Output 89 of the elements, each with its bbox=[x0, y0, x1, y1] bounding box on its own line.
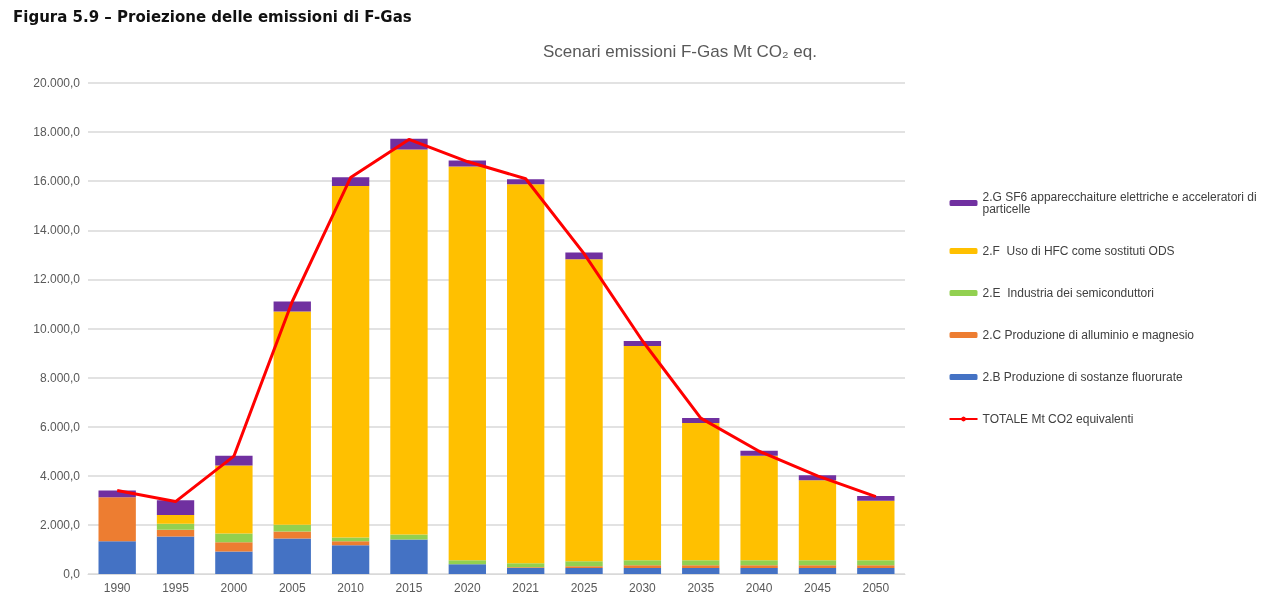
y-tick-label: 14.000,0 bbox=[33, 223, 81, 238]
bar bbox=[623, 345, 662, 561]
bar bbox=[273, 524, 311, 532]
bar bbox=[507, 184, 545, 564]
bar bbox=[448, 564, 486, 574]
bar bbox=[273, 311, 311, 525]
x-tick-label: 2050 bbox=[862, 581, 890, 595]
x-tick-label: 2040 bbox=[745, 581, 773, 595]
bar bbox=[682, 560, 720, 566]
bar bbox=[331, 177, 370, 187]
bar bbox=[857, 500, 895, 561]
y-tick-label: 12.000,0 bbox=[33, 272, 81, 287]
x-tick-label: 2035 bbox=[687, 581, 715, 595]
x-tick-label: 2030 bbox=[629, 581, 657, 595]
bar bbox=[156, 515, 195, 524]
bar bbox=[798, 568, 837, 574]
bar bbox=[623, 565, 662, 569]
bar bbox=[682, 565, 720, 569]
chart-subtitle: Scenari emissioni F-Gas Mt CO₂ eq. bbox=[543, 42, 817, 61]
bar bbox=[565, 252, 603, 260]
bar bbox=[798, 480, 837, 561]
y-tick-label: 16.000,0 bbox=[33, 174, 81, 189]
bar bbox=[390, 539, 428, 574]
legend-label: 2.E Industria dei semiconduttori bbox=[982, 286, 1154, 300]
x-tick-label: 2005 bbox=[278, 581, 306, 595]
bar bbox=[156, 536, 195, 574]
bar bbox=[565, 259, 603, 562]
bar bbox=[273, 301, 311, 312]
y-tick-label: 2.000,0 bbox=[39, 517, 81, 532]
x-tick-label: 2015 bbox=[395, 581, 423, 595]
bar bbox=[215, 465, 253, 534]
bar bbox=[798, 560, 837, 566]
y-tick-label: 4.000,0 bbox=[39, 468, 81, 483]
legend-label: 2.F Uso di HFC come sostituti ODS bbox=[982, 244, 1175, 258]
x-tick-label: 2010 bbox=[337, 581, 365, 595]
y-tick-label: 8.000,0 bbox=[39, 370, 81, 385]
bar bbox=[98, 541, 136, 574]
bar bbox=[448, 166, 486, 561]
bar bbox=[390, 149, 428, 535]
bar bbox=[331, 541, 370, 546]
bar bbox=[565, 568, 603, 574]
legend-label: 2.B Produzione di sostanze fluorurate bbox=[982, 370, 1183, 384]
bar bbox=[156, 500, 195, 516]
x-tick-label: 2025 bbox=[570, 581, 598, 595]
y-tick-label: 10.000,0 bbox=[33, 321, 81, 336]
chart-title: Figura 5.9 – Proiezione delle emissioni di F-Gas bbox=[13, 7, 412, 26]
bar bbox=[740, 560, 778, 566]
bar bbox=[740, 565, 778, 569]
bar bbox=[156, 523, 195, 530]
bar bbox=[623, 568, 662, 574]
line-series bbox=[115, 137, 878, 504]
bar bbox=[215, 551, 253, 574]
bar bbox=[565, 561, 603, 567]
y-tick-label: 6.000,0 bbox=[39, 419, 81, 434]
bar bbox=[507, 568, 545, 574]
bar bbox=[331, 186, 370, 538]
bar bbox=[215, 533, 253, 543]
bar bbox=[857, 568, 895, 574]
x-tick-label: 2021 bbox=[512, 581, 540, 595]
bar bbox=[857, 560, 895, 566]
x-tick-label: 2020 bbox=[453, 581, 481, 595]
bar bbox=[740, 455, 778, 561]
legend-label: TOTALE Mt CO2 equivalenti bbox=[982, 412, 1134, 426]
bar bbox=[682, 568, 720, 574]
bar bbox=[448, 560, 486, 565]
legend-label: 2.C Produzione di alluminio e magnesio bbox=[982, 328, 1195, 342]
bar bbox=[331, 545, 370, 574]
bar bbox=[623, 560, 662, 566]
bar bbox=[156, 529, 195, 537]
y-tick-label: 0,0 bbox=[63, 567, 81, 581]
bar bbox=[740, 568, 778, 574]
bar bbox=[215, 542, 253, 552]
x-tick-label: 2000 bbox=[220, 581, 248, 595]
bar bbox=[798, 565, 837, 569]
bar bbox=[331, 537, 370, 542]
bar bbox=[273, 538, 311, 574]
bar bbox=[857, 495, 895, 501]
x-tick-label: 1990 bbox=[103, 581, 131, 595]
bar bbox=[390, 534, 428, 540]
bar bbox=[682, 423, 720, 561]
bar bbox=[507, 563, 545, 568]
bar bbox=[98, 497, 136, 542]
legend-label: 2.G SF6 apparecchaiture elettriche e acceleratori di particelle bbox=[982, 190, 1261, 216]
x-tick-label: 2045 bbox=[804, 581, 832, 595]
y-tick-label: 18.000,0 bbox=[33, 125, 81, 140]
bar bbox=[857, 565, 895, 569]
bar bbox=[623, 341, 662, 346]
x-tick-label: 1995 bbox=[162, 581, 190, 595]
y-tick-label: 20.000,0 bbox=[33, 76, 81, 90]
